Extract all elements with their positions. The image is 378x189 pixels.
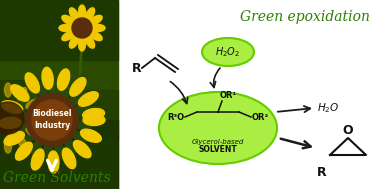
Ellipse shape bbox=[43, 143, 52, 159]
Ellipse shape bbox=[4, 132, 25, 145]
Text: Biodiesel: Biodiesel bbox=[32, 108, 72, 118]
Circle shape bbox=[0, 102, 24, 134]
Text: Green Solvents: Green Solvents bbox=[3, 171, 111, 185]
Ellipse shape bbox=[74, 105, 89, 114]
Ellipse shape bbox=[90, 31, 102, 41]
Ellipse shape bbox=[70, 36, 79, 48]
Text: Glycerol-based: Glycerol-based bbox=[192, 139, 244, 145]
Text: R: R bbox=[317, 166, 327, 178]
Ellipse shape bbox=[14, 124, 29, 133]
Ellipse shape bbox=[42, 67, 53, 89]
Ellipse shape bbox=[71, 131, 86, 142]
Ellipse shape bbox=[79, 5, 85, 19]
Ellipse shape bbox=[70, 78, 86, 96]
Ellipse shape bbox=[31, 149, 44, 170]
FancyBboxPatch shape bbox=[0, 0, 118, 189]
Ellipse shape bbox=[90, 15, 102, 25]
Ellipse shape bbox=[202, 38, 254, 66]
Ellipse shape bbox=[79, 37, 85, 51]
Ellipse shape bbox=[83, 108, 104, 120]
Ellipse shape bbox=[38, 82, 47, 98]
Ellipse shape bbox=[25, 73, 39, 93]
Ellipse shape bbox=[62, 148, 76, 169]
Ellipse shape bbox=[26, 127, 39, 137]
Text: OR²: OR² bbox=[251, 112, 269, 122]
Ellipse shape bbox=[81, 129, 101, 142]
Ellipse shape bbox=[83, 115, 105, 125]
Text: OR¹: OR¹ bbox=[220, 91, 237, 101]
Ellipse shape bbox=[62, 31, 74, 41]
Text: R: R bbox=[132, 61, 142, 74]
Ellipse shape bbox=[55, 143, 64, 158]
Ellipse shape bbox=[59, 25, 73, 32]
Ellipse shape bbox=[31, 140, 42, 154]
Ellipse shape bbox=[69, 93, 82, 105]
Ellipse shape bbox=[5, 139, 11, 153]
Ellipse shape bbox=[20, 134, 34, 145]
Text: R³O: R³O bbox=[167, 112, 184, 122]
Ellipse shape bbox=[26, 89, 38, 102]
FancyBboxPatch shape bbox=[60, 90, 118, 140]
FancyBboxPatch shape bbox=[0, 120, 118, 189]
Ellipse shape bbox=[0, 117, 21, 129]
Circle shape bbox=[72, 18, 92, 38]
Ellipse shape bbox=[61, 84, 71, 99]
Circle shape bbox=[32, 100, 72, 140]
Ellipse shape bbox=[48, 151, 59, 173]
Ellipse shape bbox=[65, 139, 76, 152]
Ellipse shape bbox=[17, 100, 31, 110]
Text: SOLVENT: SOLVENT bbox=[198, 146, 237, 154]
Ellipse shape bbox=[15, 142, 32, 160]
Circle shape bbox=[26, 94, 78, 146]
Text: O: O bbox=[343, 123, 353, 136]
Text: $H_2O$: $H_2O$ bbox=[317, 101, 339, 115]
Text: Industry: Industry bbox=[34, 121, 70, 129]
Ellipse shape bbox=[62, 15, 74, 25]
Ellipse shape bbox=[13, 113, 29, 121]
Text: Green epoxidation: Green epoxidation bbox=[240, 10, 370, 24]
FancyBboxPatch shape bbox=[0, 0, 118, 60]
Ellipse shape bbox=[75, 121, 91, 130]
Ellipse shape bbox=[70, 8, 79, 20]
Ellipse shape bbox=[85, 8, 94, 20]
Ellipse shape bbox=[91, 25, 105, 32]
Ellipse shape bbox=[57, 69, 70, 90]
Ellipse shape bbox=[17, 136, 26, 149]
Ellipse shape bbox=[5, 83, 11, 97]
Ellipse shape bbox=[50, 81, 58, 97]
FancyBboxPatch shape bbox=[0, 80, 50, 140]
Ellipse shape bbox=[26, 99, 39, 109]
Ellipse shape bbox=[79, 92, 98, 106]
Ellipse shape bbox=[2, 101, 23, 113]
Ellipse shape bbox=[159, 92, 277, 164]
Ellipse shape bbox=[29, 115, 43, 122]
Ellipse shape bbox=[85, 36, 94, 48]
Ellipse shape bbox=[11, 85, 29, 101]
Text: $H_2O_2$: $H_2O_2$ bbox=[215, 45, 241, 59]
Ellipse shape bbox=[17, 88, 26, 100]
Ellipse shape bbox=[73, 141, 91, 158]
